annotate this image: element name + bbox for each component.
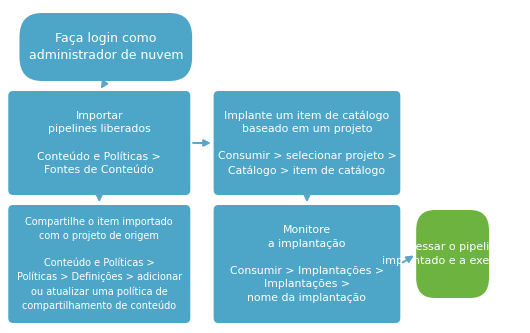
- Text: Faça login como
administrador de nuvem: Faça login como administrador de nuvem: [29, 32, 183, 62]
- FancyBboxPatch shape: [20, 13, 192, 81]
- FancyBboxPatch shape: [8, 205, 190, 323]
- Text: Acessar o pipeline
implantado e a execução: Acessar o pipeline implantado e a execuç…: [383, 242, 523, 266]
- Text: Compartilhe o item importado
com o projeto de origem

Conteúdo e Políticas >
Pol: Compartilhe o item importado com o proje…: [17, 217, 182, 311]
- FancyBboxPatch shape: [214, 205, 400, 323]
- FancyBboxPatch shape: [8, 91, 190, 195]
- FancyBboxPatch shape: [416, 210, 489, 298]
- FancyBboxPatch shape: [214, 91, 400, 195]
- Text: Implante um item de catálogo
baseado em um projeto

Consumir > selecionar projet: Implante um item de catálogo baseado em …: [218, 110, 396, 176]
- Text: Importar
pipelines liberados

Conteúdo e Políticas >
Fontes de Conteúdo: Importar pipelines liberados Conteúdo e …: [38, 111, 161, 175]
- Text: Monitore
a implantação

Consumir > Implantações >
Implantações >
nome da implant: Monitore a implantação Consumir > Implan…: [230, 225, 384, 303]
